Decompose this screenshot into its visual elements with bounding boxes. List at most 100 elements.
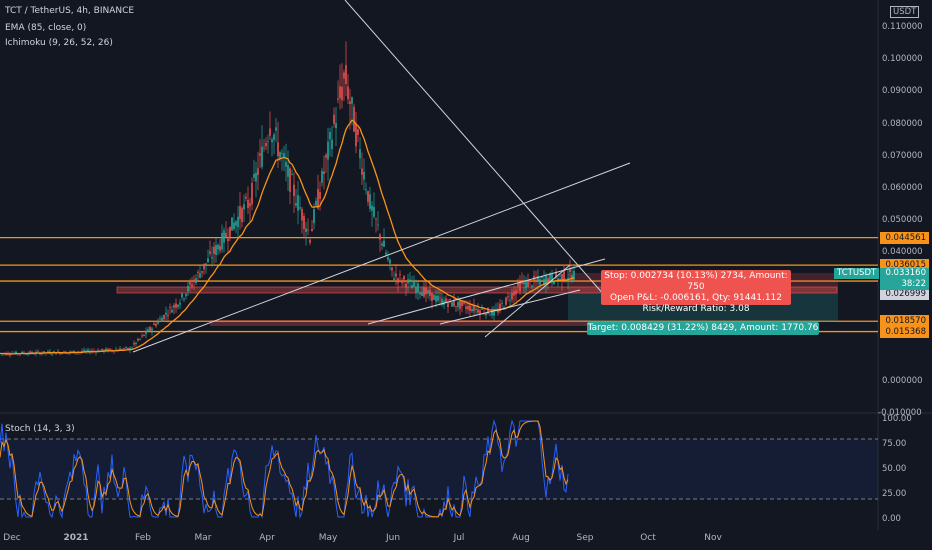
candle-body — [275, 127, 277, 131]
stoch-tick: 50.00 — [882, 464, 907, 474]
candle-body — [407, 279, 409, 284]
candle-body — [81, 351, 83, 352]
rr-label: Risk/Reward Ratio: 3.08 — [642, 304, 750, 314]
candle-body — [337, 98, 339, 100]
candle-body — [515, 290, 517, 295]
candle-body — [403, 276, 405, 280]
candle-body — [271, 139, 273, 143]
candle-body — [155, 323, 157, 327]
candle-body — [357, 129, 359, 135]
candle-body — [181, 293, 183, 298]
candle-body — [319, 192, 321, 200]
candle-body — [37, 351, 39, 353]
candle-body — [133, 343, 135, 345]
candle-body — [463, 302, 465, 304]
candle-body — [9, 354, 11, 356]
candle-body — [499, 303, 501, 310]
candle-body — [453, 300, 455, 307]
price-tag: 0.026999 — [880, 288, 929, 301]
candle-body — [553, 281, 555, 285]
candle-body — [237, 216, 239, 228]
candle-body — [255, 172, 257, 182]
candle-body — [241, 208, 243, 223]
candle-body — [539, 279, 541, 285]
candle-body — [253, 173, 255, 178]
candle-body — [449, 299, 451, 301]
candle-body — [469, 305, 471, 312]
candle-body — [367, 191, 369, 202]
price-tag: 0.018570 — [880, 315, 929, 328]
ema-path — [0, 119, 575, 355]
candle-body — [297, 195, 299, 211]
candle-body — [351, 97, 353, 104]
candle-body — [183, 298, 185, 300]
candle-body — [517, 282, 519, 287]
candle-body — [201, 271, 203, 273]
candle-body — [315, 200, 317, 206]
price-tick: 0.040000 — [882, 247, 923, 258]
trendline — [439, 289, 581, 325]
candle-body — [395, 273, 397, 277]
candle-body — [341, 86, 343, 101]
trendline — [132, 162, 631, 353]
candle-body — [283, 153, 285, 158]
candle-body — [535, 279, 537, 281]
candle-body — [527, 280, 529, 287]
candle-body — [445, 298, 447, 303]
time-tick: Aug — [512, 533, 530, 543]
candle-body — [503, 307, 505, 308]
candle-body — [221, 233, 223, 250]
candle-body — [227, 238, 229, 242]
candle-body — [191, 284, 193, 287]
candle-body — [457, 301, 459, 307]
candle-body — [259, 153, 261, 156]
candle-body — [105, 348, 107, 351]
candle-body — [267, 141, 269, 143]
time-tick: Sep — [576, 533, 594, 543]
stoch-pane — [0, 419, 878, 519]
stop-pnl-box[interactable]: Stop: 0.002734 (10.13%) 2734, Amount: 75… — [601, 270, 791, 314]
candle-body — [51, 353, 53, 355]
time-tick: Nov — [704, 533, 722, 543]
stoch-legend[interactable]: Stoch (14, 3, 3) — [5, 424, 75, 434]
candle-body — [487, 307, 489, 314]
candle-body — [429, 290, 431, 296]
candle-body — [287, 164, 289, 177]
candle-body — [263, 147, 265, 149]
candle-body — [305, 228, 307, 233]
candle-body — [465, 306, 467, 309]
candle-body — [317, 189, 319, 209]
candle-body — [383, 240, 385, 247]
candle-body — [251, 182, 253, 205]
resistance-zone — [116, 286, 838, 294]
candle-body — [261, 146, 263, 167]
candle-body — [323, 171, 325, 174]
candle-body — [397, 278, 399, 283]
price-tick: 0.060000 — [882, 182, 923, 193]
target-label[interactable]: Target: 0.008429 (31.22%) 8429, Amount: … — [587, 322, 819, 335]
candle-body — [509, 299, 511, 301]
price-tick: 0.070000 — [882, 150, 923, 161]
currency-label[interactable]: USDT — [890, 6, 920, 18]
stoch-band — [0, 439, 878, 499]
candle-body — [71, 351, 73, 353]
candle-body — [217, 244, 219, 250]
candle-body — [203, 263, 205, 270]
price-tick: 0.090000 — [882, 86, 923, 97]
candle-body — [167, 314, 169, 317]
candle-body — [257, 168, 259, 176]
candle-body — [561, 273, 563, 282]
candle-body — [107, 348, 109, 352]
candle-body — [411, 285, 413, 289]
candle-body — [75, 352, 77, 354]
candle-body — [531, 285, 533, 287]
candle-body — [455, 306, 457, 308]
ichimoku-legend[interactable]: Ichimoku (9, 26, 52, 26) — [5, 38, 113, 48]
candle-body — [327, 141, 329, 160]
candle-body — [401, 280, 403, 284]
ema-legend[interactable]: EMA (85, close, 0) — [5, 23, 87, 33]
candle-body — [505, 297, 507, 305]
candle-body — [501, 303, 503, 305]
candle-body — [355, 123, 357, 147]
